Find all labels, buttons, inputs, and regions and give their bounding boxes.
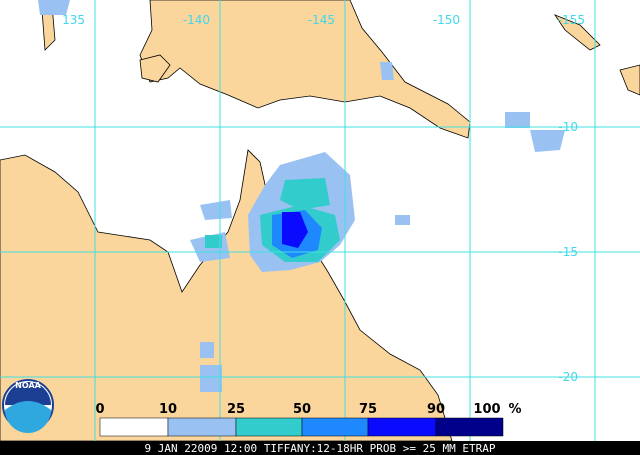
legend-tick: 100 [473, 402, 500, 417]
longitude-label: -150 [433, 13, 460, 27]
island [139, 54, 171, 83]
longitude-label: -145 [308, 13, 335, 27]
legend-swatch [301, 417, 369, 437]
logo-top [5, 382, 51, 405]
latitude-label: -10 [558, 120, 578, 134]
legend-tick: 10 [159, 402, 177, 417]
caption: 9 JAN 22009 12:00 TIFFANY:12-18HR PROB >… [145, 442, 496, 455]
caption-bar [0, 441, 640, 455]
legend-tick: 25 [227, 402, 245, 417]
logo-bottom [5, 401, 51, 433]
longitude-label: -155 [558, 13, 585, 27]
legend-tick: 90 [427, 402, 445, 417]
legend-swatch [99, 417, 169, 437]
latitude-label: -20 [558, 370, 578, 384]
precipitation [38, 0, 565, 392]
legend-tick: 0 [95, 402, 104, 417]
longitude-label: -140 [183, 13, 210, 27]
legend-tick: 50 [293, 402, 311, 417]
legend-swatch [235, 417, 303, 437]
legend-tick: 75 [359, 402, 377, 417]
island [619, 64, 640, 96]
latitude-label: -15 [558, 245, 578, 259]
legend-swatch [367, 417, 437, 437]
longitude-label: 135 [62, 13, 85, 27]
land [0, 149, 453, 442]
legend-unit: % [508, 402, 521, 417]
logo-text: NOAA [15, 381, 41, 390]
legend-swatch [167, 417, 237, 437]
legend-swatch [435, 417, 504, 437]
